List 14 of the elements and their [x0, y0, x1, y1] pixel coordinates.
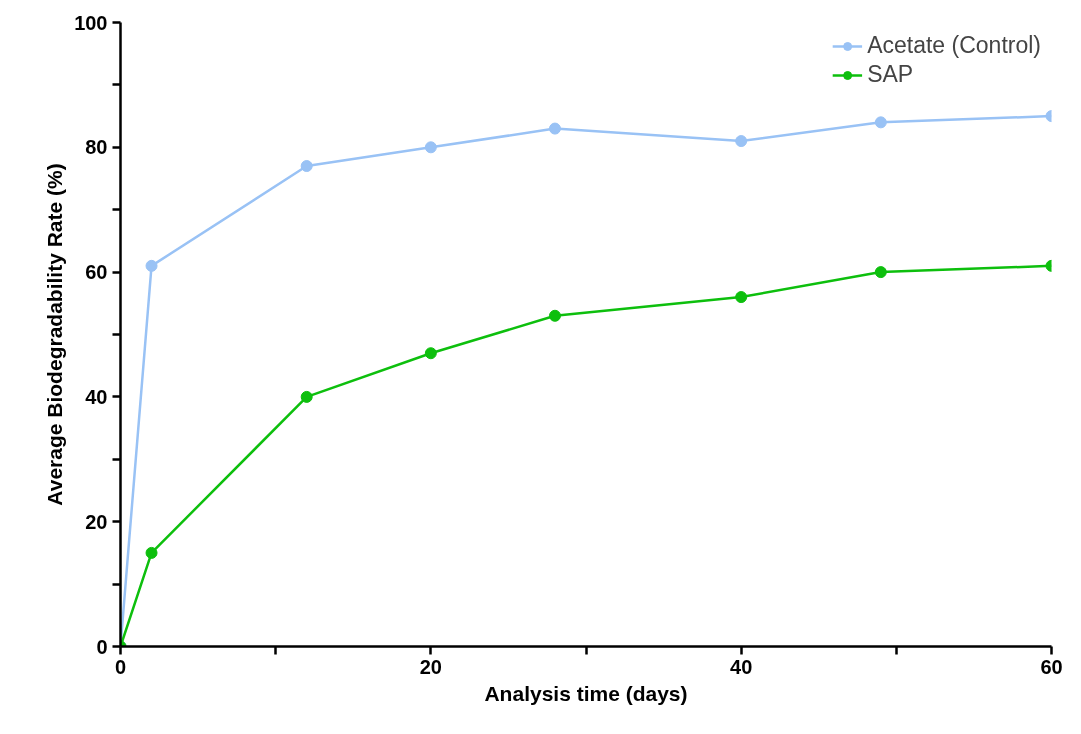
x-tick-label: 60 [1040, 655, 1063, 678]
y-tick-label: 0 [96, 635, 108, 658]
y-tick-label: 20 [85, 510, 108, 533]
legend-label: Acetate (Control) [867, 32, 1041, 59]
x-tick-label: 0 [114, 655, 127, 678]
x-axis-title: Analysis time (days) [484, 681, 688, 705]
legend-label: SAP [867, 61, 914, 88]
y-tick-label: 60 [85, 261, 108, 284]
y-tick-label: 80 [85, 136, 108, 159]
y-axis-title: Average Biodegradability Rate (%) [43, 163, 67, 506]
y-tick-label: 100 [74, 11, 108, 34]
x-tick-label: 40 [730, 655, 753, 678]
x-tick-label: 20 [419, 655, 442, 678]
y-tick-label: 40 [85, 385, 108, 408]
